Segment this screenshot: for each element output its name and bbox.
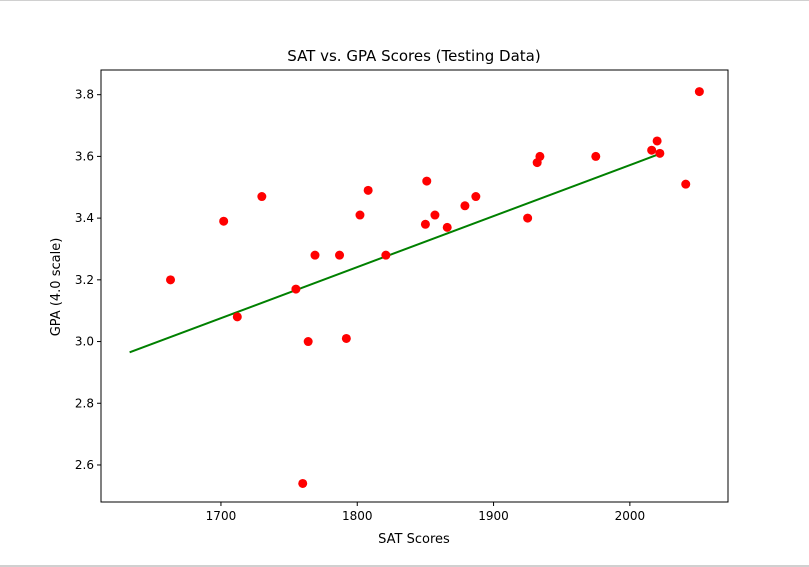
data-point [430, 210, 440, 220]
x-tick-label: 1700 [206, 509, 237, 523]
data-point [232, 312, 242, 322]
data-point [591, 151, 601, 161]
y-tick-label: 3.2 [75, 273, 94, 287]
data-point [523, 213, 533, 223]
data-points-series [166, 87, 704, 488]
data-point [310, 250, 320, 260]
data-point [166, 275, 176, 285]
x-tick-label: 1900 [478, 509, 509, 523]
data-point [381, 250, 391, 260]
data-point [647, 145, 657, 155]
data-point [535, 151, 545, 161]
data-point [655, 148, 665, 158]
chart-title: SAT vs. GPA Scores (Testing Data) [287, 47, 540, 65]
y-tick-label: 3.8 [75, 88, 94, 102]
y-tick-label: 3.6 [75, 149, 94, 163]
data-point [355, 210, 365, 220]
x-tick-label: 1800 [342, 509, 373, 523]
data-point [420, 219, 430, 229]
data-point [335, 250, 345, 260]
y-axis-label: GPA (4.0 scale) [49, 238, 64, 337]
data-point [291, 284, 301, 294]
data-point [442, 222, 452, 232]
top-border [0, 0, 809, 1]
data-point [694, 87, 704, 97]
y-tick-label: 3.0 [75, 335, 94, 349]
plot-area-frame [100, 69, 729, 503]
data-point [422, 176, 432, 186]
y-tick-label: 2.8 [75, 396, 94, 410]
data-point [257, 192, 267, 202]
y-axis-ticks: 2.6 2.8 3.0 3.2 3.4 3.6 3.8 [75, 88, 101, 472]
y-tick-label: 3.4 [75, 211, 94, 225]
data-point [460, 201, 470, 211]
x-tick-label: 2000 [615, 509, 646, 523]
data-point [681, 179, 691, 189]
data-point [219, 216, 229, 226]
x-axis-label: SAT Scores [378, 532, 450, 547]
data-point [298, 478, 308, 488]
y-tick-label: 2.6 [75, 458, 94, 472]
data-point [652, 136, 662, 146]
data-point [363, 185, 373, 195]
data-point [471, 192, 481, 202]
x-axis-ticks: 1700 1800 1900 2000 [206, 502, 645, 523]
regression-line [129, 153, 658, 354]
data-point [303, 337, 313, 347]
regression-line-series [129, 153, 658, 354]
bottom-border [0, 565, 809, 567]
data-point [341, 333, 351, 343]
